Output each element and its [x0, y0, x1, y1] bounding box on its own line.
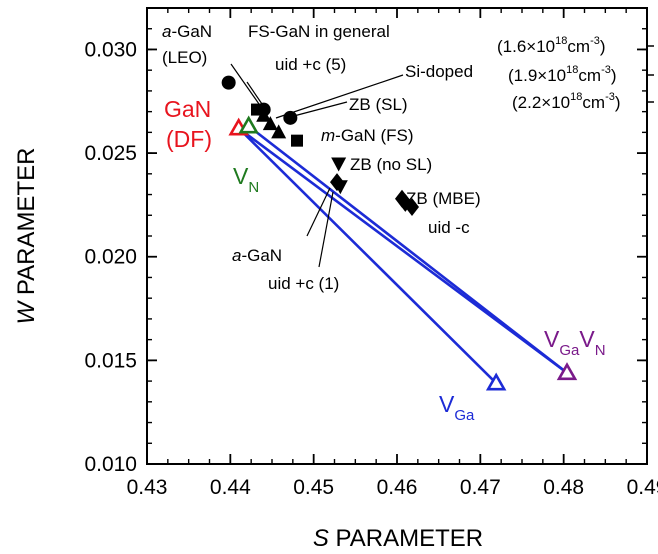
data-point-circle: [221, 75, 236, 90]
x-tick-label: 0.48: [543, 476, 584, 499]
x-tick-label: 0.43: [127, 476, 168, 499]
conc2-tail-exp: -3: [601, 64, 611, 76]
conc3-tail-exp: -3: [605, 91, 615, 103]
data-point-circle: [283, 110, 298, 125]
conc1-base: (1.6×10: [497, 37, 555, 56]
x-axis-title-italic: S: [313, 525, 329, 552]
x-tick-label: 0.45: [293, 476, 334, 499]
leader-fs-gan: [230, 63, 260, 105]
y-tick-label: 0.025: [84, 142, 137, 165]
label-fs-gan: FS-GaN in general: [248, 22, 390, 41]
conc2-close: ): [611, 66, 617, 85]
label-conc2: (1.9×1018cm-3): [508, 64, 617, 85]
label-a-gan-2: a-GaN: [232, 246, 282, 265]
ref-point-v-ga-v-n: [556, 362, 578, 381]
annotations: a-GaN (LEO) FS-GaN in general uid +c (5)…: [162, 22, 654, 424]
leader-uid-c1: [318, 191, 334, 268]
label-v-n-main: V: [233, 163, 249, 189]
y-tick-label: 0.010: [84, 453, 137, 476]
data-point-diamond: [405, 197, 419, 216]
label-m-gan-italic: m: [321, 126, 335, 145]
ref-point-v-ga: [485, 372, 507, 391]
conc1-tail-exp: -3: [590, 35, 600, 47]
x-axis-title-rest: PARAMETER: [329, 525, 483, 552]
label-v-n: VN: [233, 163, 259, 196]
leader-uid-c5: [246, 81, 263, 105]
conc3-tail: cm: [582, 93, 605, 112]
leader-si-doped: [275, 74, 404, 119]
conc3-exp: 18: [570, 91, 582, 103]
y-axis-title: W PARAMETER: [13, 148, 40, 325]
label-df: (DF): [166, 126, 212, 152]
axis-ticks: [146, 8, 648, 465]
leader-a-gan: [306, 187, 331, 237]
model-line: [237, 127, 498, 385]
label-v-ga-main: V: [439, 391, 455, 417]
label-a-gan-2-italic: a: [232, 246, 241, 265]
label-v-ga-v-n-main1: V: [544, 326, 560, 352]
label-v-n-sub: N: [248, 179, 259, 196]
y-axis-title-italic: W: [13, 299, 40, 324]
y-tick-label: 0.030: [84, 38, 137, 61]
label-a-gan-leo-italic: a: [162, 22, 171, 41]
data-point-triangle-up: [256, 107, 272, 122]
conc2-base: (1.9×10: [508, 66, 566, 85]
data-point-square: [291, 134, 303, 147]
label-leo: (LEO): [162, 48, 207, 67]
conc1-close: ): [600, 37, 606, 56]
label-uid-minus-c: uid -c: [428, 218, 470, 237]
label-v-ga-v-n-sub2: N: [595, 342, 606, 359]
conc2-exp: 18: [566, 64, 578, 76]
data-point-triangle-down: [331, 157, 347, 172]
label-a-gan-leo-rest: -GaN: [171, 22, 212, 41]
data-point-triangle-down: [332, 180, 348, 195]
label-m-gan-rest: -GaN (FS): [335, 126, 413, 145]
leader-lines: [230, 63, 404, 268]
conc1-tail: cm: [567, 37, 590, 56]
reference-points: [228, 115, 578, 391]
model-line: [247, 125, 568, 374]
data-point-triangle-up: [262, 116, 278, 131]
label-conc1: (1.6×1018cm-3): [497, 35, 606, 56]
ref-point-v-n: [238, 115, 259, 134]
conc3-close: ): [615, 93, 621, 112]
label-v-ga: VGa: [439, 391, 475, 424]
axis-tick-labels: 0.43 0.44 0.45 0.46 0.47 0.48 0.49 0.010 0.015 0.…: [84, 38, 658, 499]
x-tick-label: 0.47: [460, 476, 501, 499]
label-gan: GaN: [164, 96, 211, 122]
model-lines: [237, 125, 568, 385]
label-uid-c5: uid +c (5): [275, 55, 346, 74]
data-point-triangle-up: [271, 124, 287, 139]
x-tick-label: 0.49: [627, 476, 658, 499]
label-uid-c1: uid +c (1): [268, 274, 339, 293]
label-a-gan-2-rest: -GaN: [241, 246, 282, 265]
conc-bracket-ticks: [648, 45, 654, 103]
label-m-gan: m-GaN (FS): [321, 126, 414, 145]
label-a-gan-leo: a-GaN: [162, 22, 212, 41]
leader-zb-sl: [289, 101, 348, 118]
label-zb-nosl: ZB (no SL): [350, 155, 432, 174]
y-axis-title-rest: PARAMETER: [13, 148, 40, 302]
label-zb-mbe: ZB (MBE): [406, 189, 481, 208]
label-v-ga-sub: Ga: [454, 407, 475, 424]
x-axis-title: S PARAMETER: [313, 525, 483, 552]
data-points: [221, 75, 419, 216]
conc2-tail: cm: [578, 66, 601, 85]
y-tick-label: 0.015: [84, 349, 137, 372]
label-conc3: (2.2×1018cm-3): [512, 91, 621, 112]
label-zb-sl: ZB (SL): [349, 95, 408, 114]
conc1-exp: 18: [555, 35, 567, 47]
y-tick-label: 0.020: [84, 246, 137, 269]
label-v-ga-v-n: VGaVN: [544, 326, 606, 359]
label-si-doped: Si-doped: [405, 62, 473, 81]
label-v-ga-v-n-sub1: Ga: [559, 342, 580, 359]
label-v-ga-v-n-main2: V: [579, 326, 595, 352]
x-tick-label: 0.44: [210, 476, 251, 499]
x-tick-label: 0.46: [377, 476, 418, 499]
conc3-base: (2.2×10: [512, 93, 570, 112]
